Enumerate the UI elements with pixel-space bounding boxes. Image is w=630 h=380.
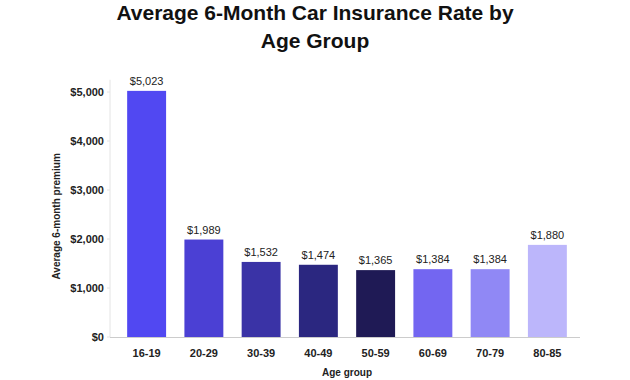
data-label: $1,384 [416,253,450,265]
x-axis-title: Age group [322,367,372,378]
bar [528,245,567,337]
data-label: $1,474 [302,249,336,261]
x-tick-label: 40-49 [304,347,332,359]
y-tick [107,288,110,289]
y-tick [107,337,110,338]
x-axis-line [110,337,580,338]
x-tick-label: 60-69 [419,347,447,359]
y-tick [107,92,110,93]
x-tick-label: 70-79 [476,347,504,359]
bar [242,262,281,337]
y-axis-title: Average 6-month premium [51,153,62,279]
y-tick [107,190,110,191]
data-label: $1,880 [531,229,565,241]
y-axis-line [110,80,111,337]
y-tick-label: $3,000 [70,184,104,196]
y-tick-label: $2,000 [70,233,104,245]
bar [184,240,223,337]
chart: Average 6-Month Car Insurance Rate byAge… [0,0,630,380]
bar [471,269,510,337]
x-tick-label: 16-19 [133,347,161,359]
y-tick [107,239,110,240]
x-tick-label: 80-85 [533,347,561,359]
data-label: $5,023 [130,75,164,87]
data-label: $1,989 [187,224,221,236]
x-tick-label: 30-39 [247,347,275,359]
data-label: $1,384 [473,253,507,265]
y-tick-label: $1,000 [70,282,104,294]
x-tick-label: 50-59 [362,347,390,359]
bar [127,91,166,337]
title: Average 6-Month Car Insurance Rate byAge… [116,1,513,52]
y-tick-label: $4,000 [70,135,104,147]
bar [299,265,338,337]
y-tick-label: $0 [92,331,104,343]
data-label: $1,365 [359,254,393,266]
data-label: $1,532 [244,246,278,258]
y-tick [107,141,110,142]
bar [413,269,452,337]
x-tick-label: 20-29 [190,347,218,359]
y-tick-label: $5,000 [70,86,104,98]
bar [356,270,395,337]
